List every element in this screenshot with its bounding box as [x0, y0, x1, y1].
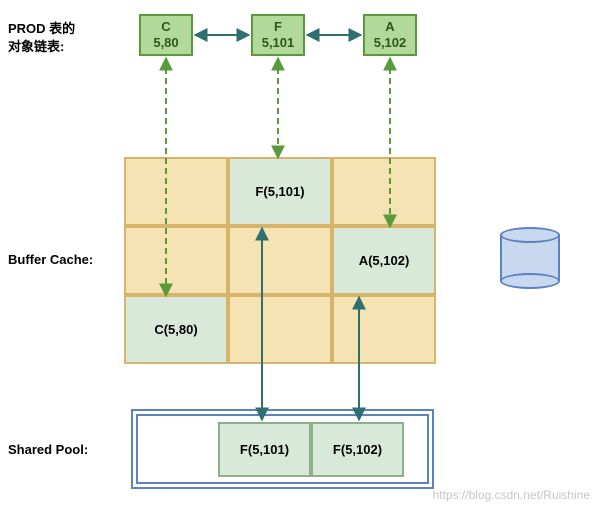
buffer-cell [332, 295, 436, 364]
buffer-cell [228, 295, 332, 364]
shared-pool-label: Shared Pool: [8, 442, 88, 457]
buffer-cache-label: Buffer Cache: [8, 252, 93, 267]
buffer-cell-data: A(5,102) [332, 226, 436, 295]
buffer-cell-data: C(5,80) [124, 295, 228, 364]
prod-node-c: C5,80 [139, 14, 193, 56]
shared-pool-box: F(5,101) [218, 422, 311, 477]
buffer-cell [228, 226, 332, 295]
buffer-cell [124, 157, 228, 226]
watermark: https://blog.csdn.net/Ruishine [433, 488, 590, 502]
prod-node-a: A5,102 [363, 14, 417, 56]
prod-label-1: PROD 表的 [8, 18, 75, 37]
prod-label-2: 对象链表: [8, 36, 64, 55]
buffer-cache-grid: F(5,101)A(5,102) C(5,80) [124, 157, 436, 364]
buffer-cell [332, 157, 436, 226]
prod-node-f: F5,101 [251, 14, 305, 56]
buffer-cell-data: F(5,101) [228, 157, 332, 226]
shared-pool-box: F(5,102) [311, 422, 404, 477]
database-cylinder-icon [500, 227, 560, 289]
buffer-cell [124, 226, 228, 295]
